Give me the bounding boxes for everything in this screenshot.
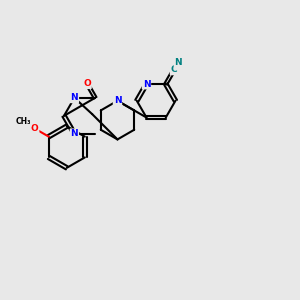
Text: O: O <box>31 124 38 133</box>
Text: N: N <box>114 96 121 105</box>
Text: C: C <box>171 65 177 74</box>
Text: N: N <box>70 93 78 102</box>
Text: N: N <box>70 129 78 138</box>
Text: N: N <box>175 58 182 67</box>
Text: O: O <box>83 79 91 88</box>
Text: CH₃: CH₃ <box>15 117 31 126</box>
Text: N: N <box>143 80 150 88</box>
